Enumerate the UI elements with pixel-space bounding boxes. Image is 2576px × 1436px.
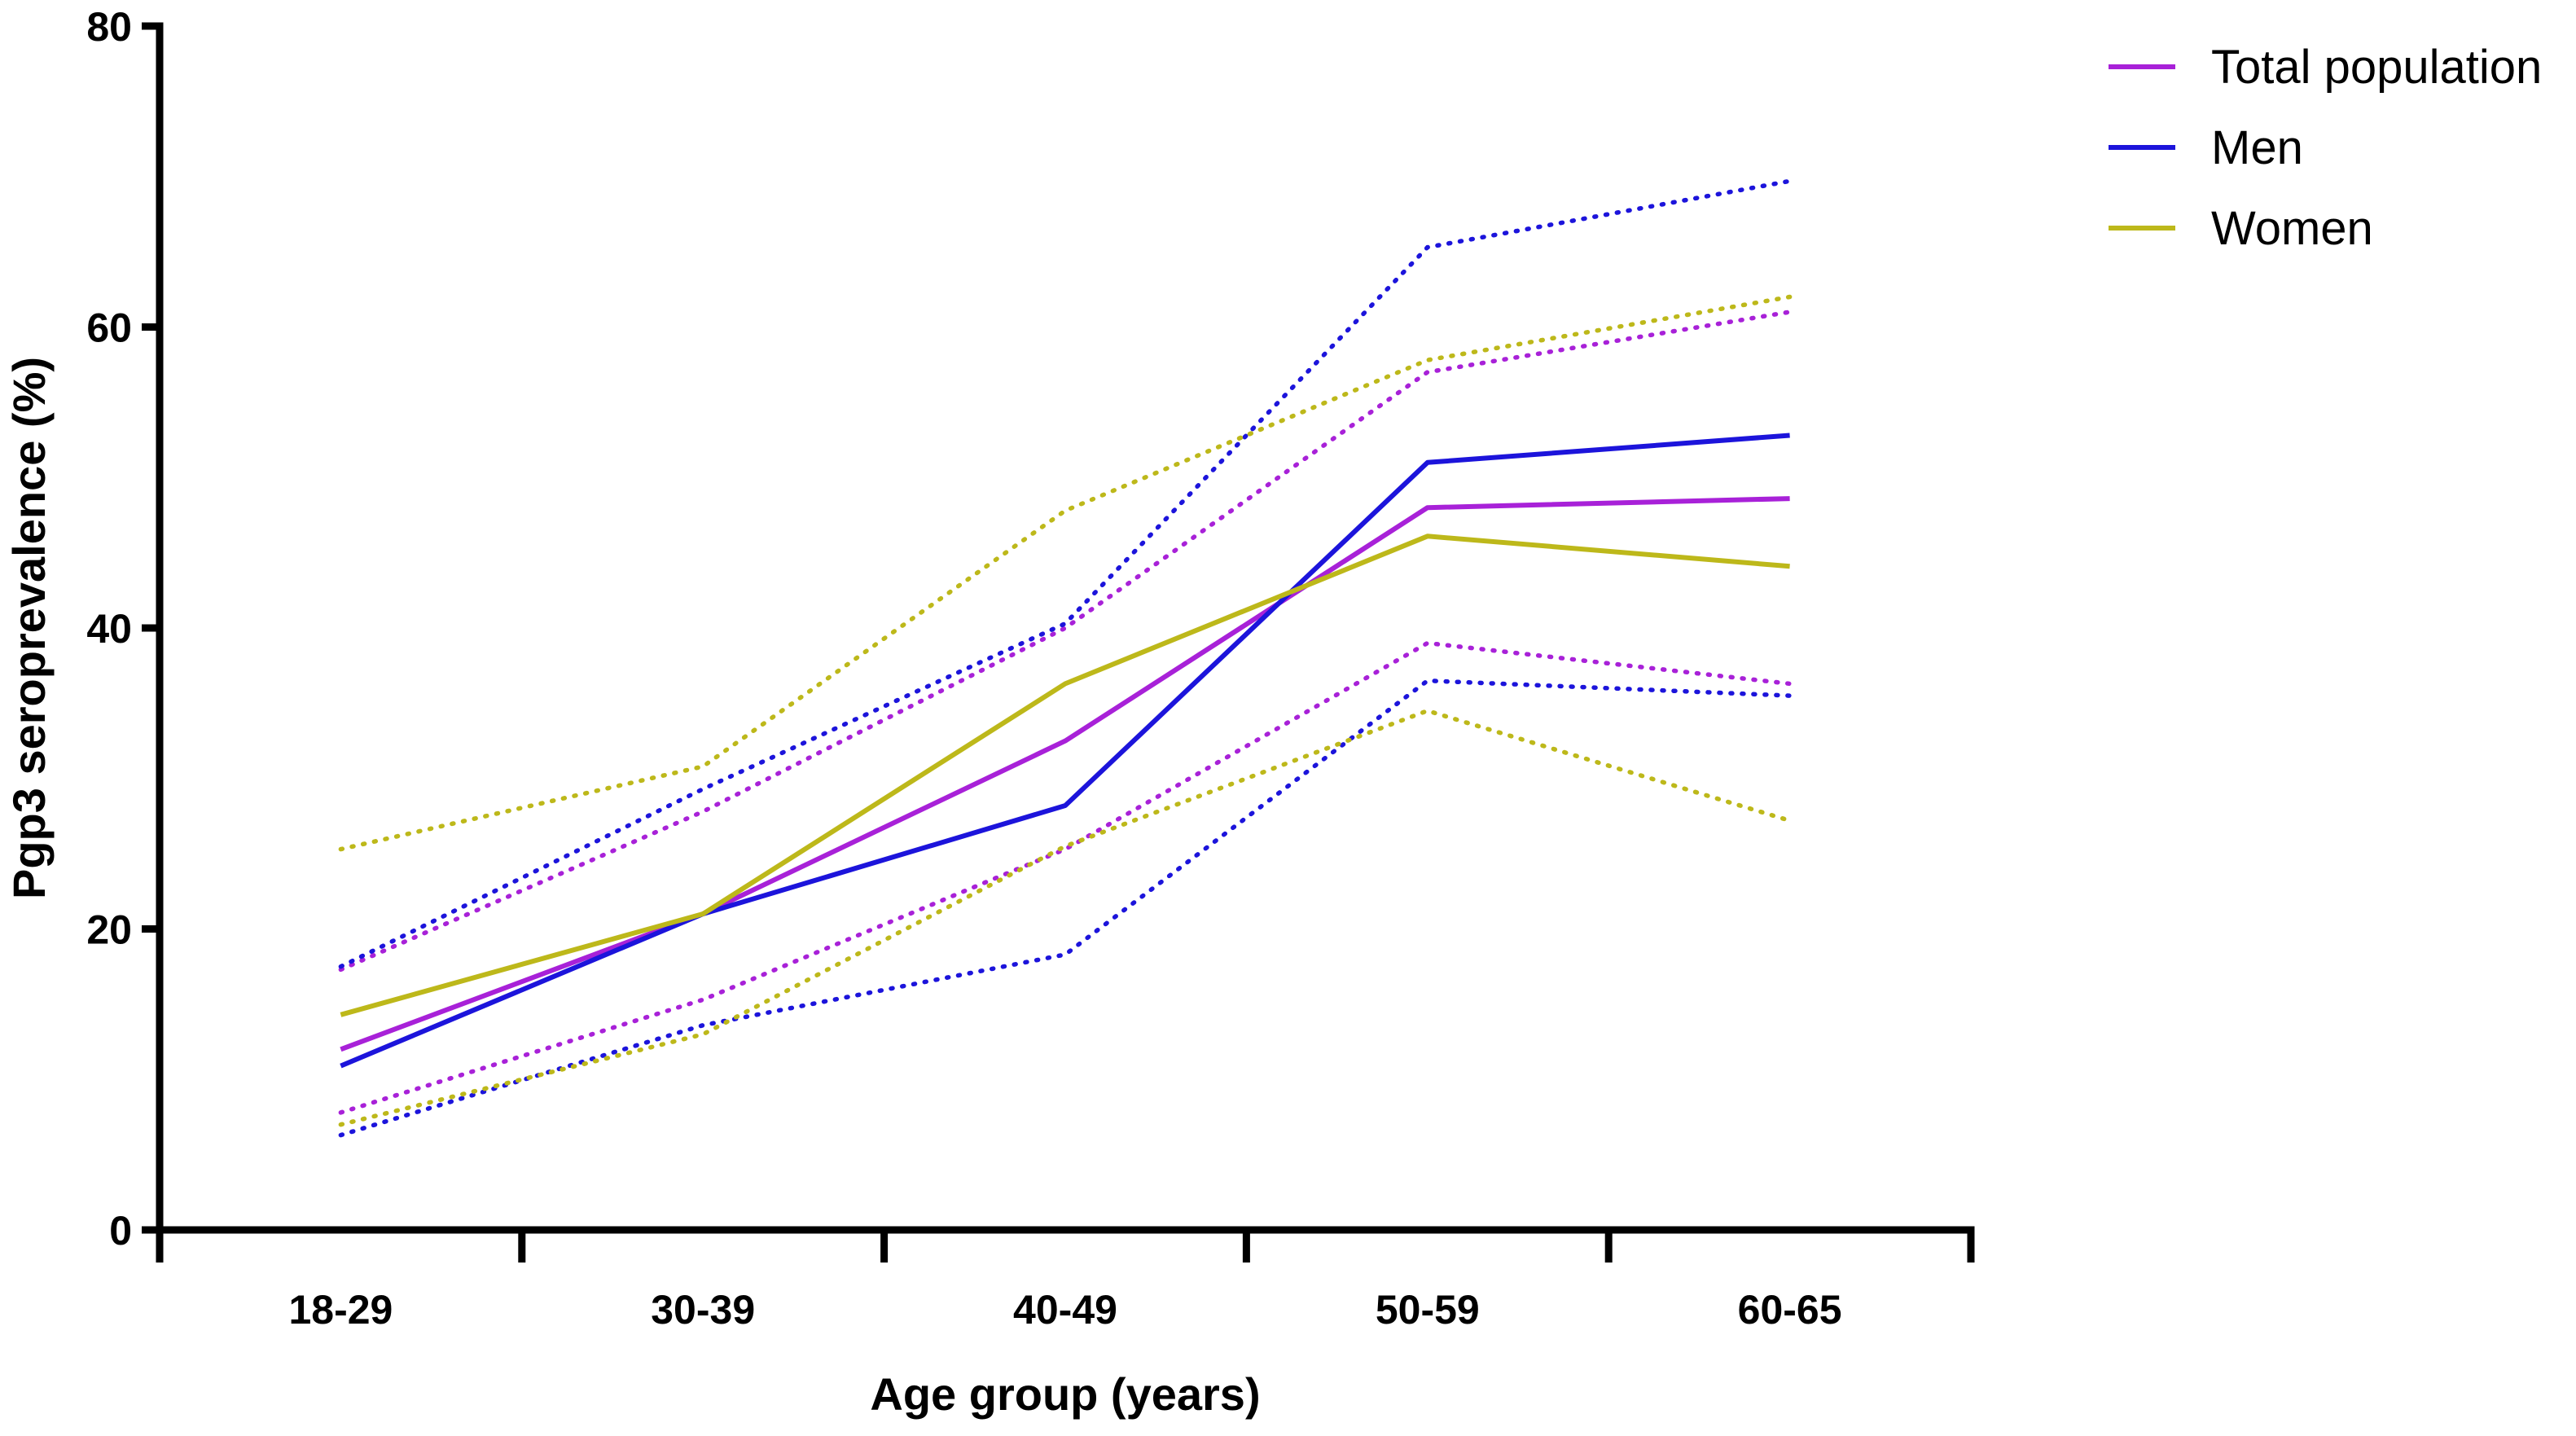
y-tick-label: 60: [86, 305, 132, 351]
men-series-line: [340, 433, 1790, 1069]
y-tick-label: 0: [109, 1208, 132, 1254]
women-ci-upper-line: [338, 294, 1793, 852]
x-tick-label: 40-49: [1013, 1287, 1117, 1333]
total-population-ci-lower-line: [338, 640, 1793, 1115]
x-axis-title: Age group (years): [870, 1368, 1260, 1420]
y-tick-label: 40: [86, 606, 132, 652]
x-tick-label: 50-59: [1376, 1287, 1480, 1333]
women-ci-lower-line: [338, 708, 1793, 1127]
legend-label-men: Men: [2211, 121, 2303, 174]
ticks: 0 20 40 60 80 18-29 30-39 40-49 50-59 60-65: [86, 4, 1975, 1333]
y-axis-title: Pgp3 seroprevalence (%): [3, 357, 55, 899]
women-series-line: [340, 534, 1790, 1017]
men-ci-upper-line: [338, 178, 1793, 969]
men-ci-lower-line: [338, 678, 1793, 1138]
series-layer: [338, 178, 1793, 1138]
legend: Total population Men Women: [2109, 41, 2542, 255]
y-tick-label: 80: [86, 4, 132, 50]
legend-label-women: Women: [2211, 202, 2373, 255]
x-tick-label: 30-39: [651, 1287, 755, 1333]
x-tick-label: 18-29: [288, 1287, 393, 1333]
x-tick-label: 60-65: [1738, 1287, 1842, 1333]
y-tick-label: 20: [86, 907, 132, 953]
total-population-series-line: [340, 496, 1790, 1052]
total-population-ci-upper-line: [338, 310, 1793, 973]
legend-label-total-population: Total population: [2211, 41, 2542, 94]
